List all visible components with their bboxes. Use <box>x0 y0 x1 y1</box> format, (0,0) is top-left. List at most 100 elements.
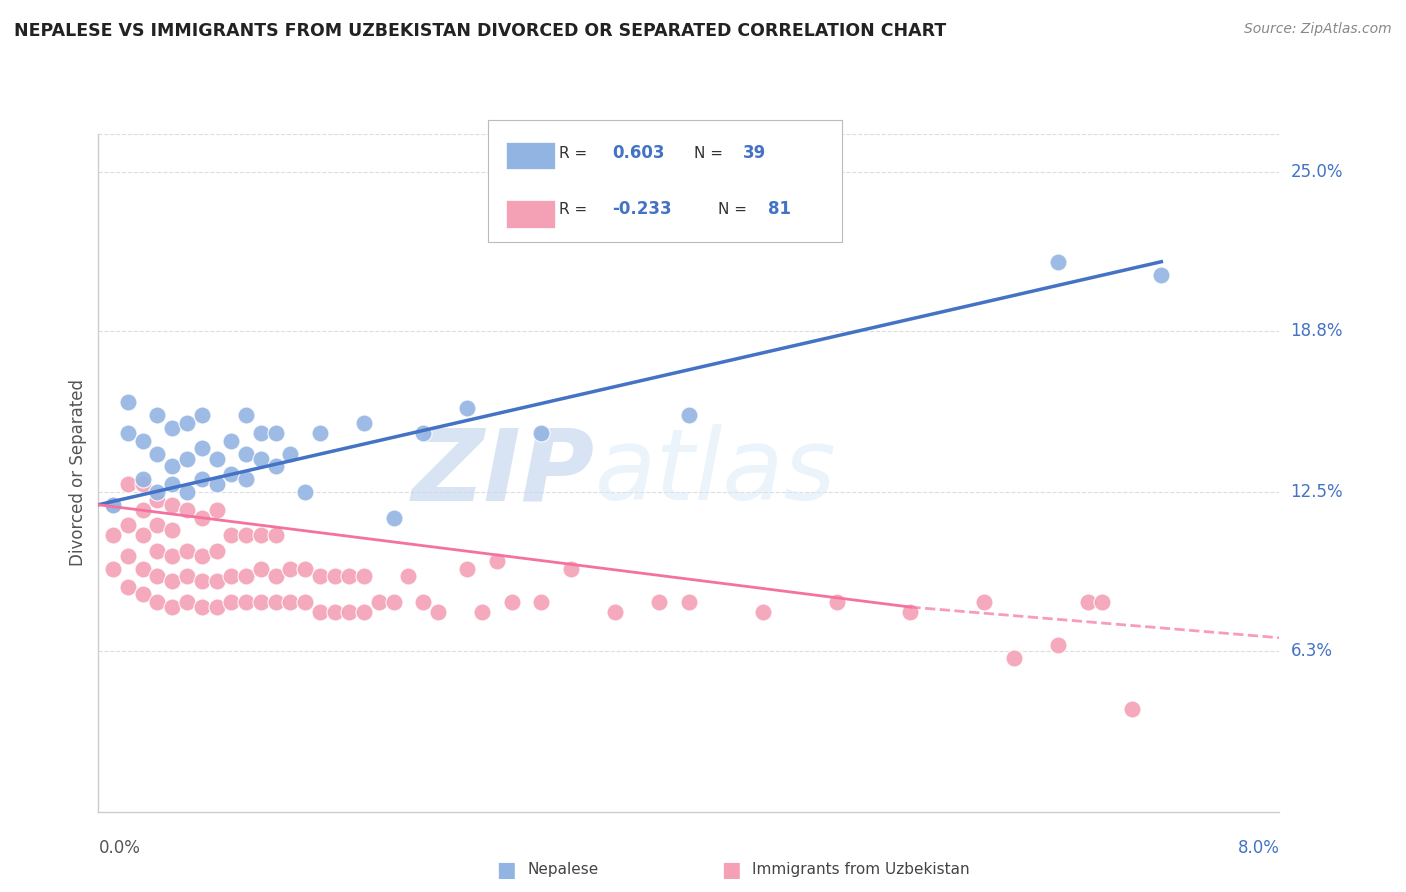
Point <box>191 510 214 524</box>
Point <box>219 528 242 542</box>
Point <box>250 451 273 466</box>
Point <box>264 528 287 542</box>
Point <box>353 605 375 619</box>
Point <box>146 569 169 583</box>
Text: ■: ■ <box>721 860 741 880</box>
Point <box>117 549 139 563</box>
Point <box>132 587 155 601</box>
Point <box>146 518 169 533</box>
Text: 6.3%: 6.3% <box>1291 641 1333 659</box>
Point <box>308 426 332 441</box>
Point <box>264 595 287 609</box>
Point <box>191 574 214 589</box>
Point <box>412 595 434 609</box>
Point <box>162 498 183 512</box>
Text: NEPALESE VS IMMIGRANTS FROM UZBEKISTAN DIVORCED OR SEPARATED CORRELATION CHART: NEPALESE VS IMMIGRANTS FROM UZBEKISTAN D… <box>14 22 946 40</box>
Point <box>162 421 183 435</box>
Point <box>132 434 155 448</box>
Point <box>294 595 316 609</box>
Text: Source: ZipAtlas.com: Source: ZipAtlas.com <box>1244 22 1392 37</box>
Point <box>205 477 228 491</box>
Point <box>235 569 257 583</box>
Point <box>250 426 273 441</box>
Text: atlas: atlas <box>595 425 837 521</box>
Point <box>191 442 214 456</box>
Point <box>264 426 287 441</box>
Point <box>825 595 848 609</box>
Point <box>264 459 287 474</box>
Point <box>146 492 169 507</box>
Point <box>219 467 242 481</box>
Point <box>132 472 155 486</box>
Point <box>678 408 700 422</box>
Text: Immigrants from Uzbekistan: Immigrants from Uzbekistan <box>752 863 970 877</box>
Point <box>485 554 508 568</box>
Point <box>191 472 214 486</box>
Point <box>146 543 169 558</box>
Point <box>278 562 301 576</box>
Point <box>162 477 183 491</box>
Point <box>396 569 419 583</box>
Point <box>117 518 139 533</box>
Point <box>191 600 214 615</box>
Point <box>205 451 228 466</box>
Point <box>560 562 582 576</box>
Text: ZIP: ZIP <box>412 425 595 521</box>
Point <box>176 569 198 583</box>
Point <box>1150 268 1173 282</box>
Point <box>176 416 198 430</box>
Point <box>103 498 124 512</box>
Point <box>235 408 257 422</box>
Point <box>605 605 627 619</box>
Point <box>205 543 228 558</box>
Point <box>219 569 242 583</box>
Point <box>278 595 301 609</box>
Point <box>1002 651 1025 665</box>
Point <box>1121 702 1143 716</box>
Point <box>117 477 139 491</box>
Point <box>162 600 183 615</box>
Point <box>323 605 346 619</box>
Point <box>751 605 773 619</box>
Point <box>117 395 139 409</box>
Text: 8.0%: 8.0% <box>1237 839 1279 857</box>
Point <box>117 426 139 441</box>
Point <box>278 446 301 460</box>
Point <box>117 580 139 594</box>
Text: 18.8%: 18.8% <box>1291 322 1343 340</box>
Point <box>176 451 198 466</box>
Point <box>250 528 273 542</box>
Point <box>426 605 449 619</box>
Point <box>205 574 228 589</box>
Point <box>294 562 316 576</box>
Point <box>162 574 183 589</box>
Point <box>219 434 242 448</box>
Text: ■: ■ <box>496 860 516 880</box>
Point <box>146 485 169 500</box>
Point <box>382 595 405 609</box>
Point <box>162 549 183 563</box>
Point <box>250 562 273 576</box>
Text: 0.0%: 0.0% <box>98 839 141 857</box>
Point <box>162 524 183 538</box>
Text: 25.0%: 25.0% <box>1291 163 1343 181</box>
Point <box>308 569 332 583</box>
Point <box>367 595 389 609</box>
Point <box>501 595 523 609</box>
Point <box>337 569 360 583</box>
Point <box>530 426 553 441</box>
Point <box>176 485 198 500</box>
Point <box>146 408 169 422</box>
Point <box>103 498 124 512</box>
Point <box>235 528 257 542</box>
Point <box>235 446 257 460</box>
Point <box>264 569 287 583</box>
Y-axis label: Divorced or Separated: Divorced or Separated <box>69 379 87 566</box>
Point <box>132 503 155 517</box>
Point <box>648 595 671 609</box>
Point <box>132 477 155 491</box>
Point <box>323 569 346 583</box>
Point <box>353 416 375 430</box>
Point <box>353 569 375 583</box>
Point <box>219 595 242 609</box>
